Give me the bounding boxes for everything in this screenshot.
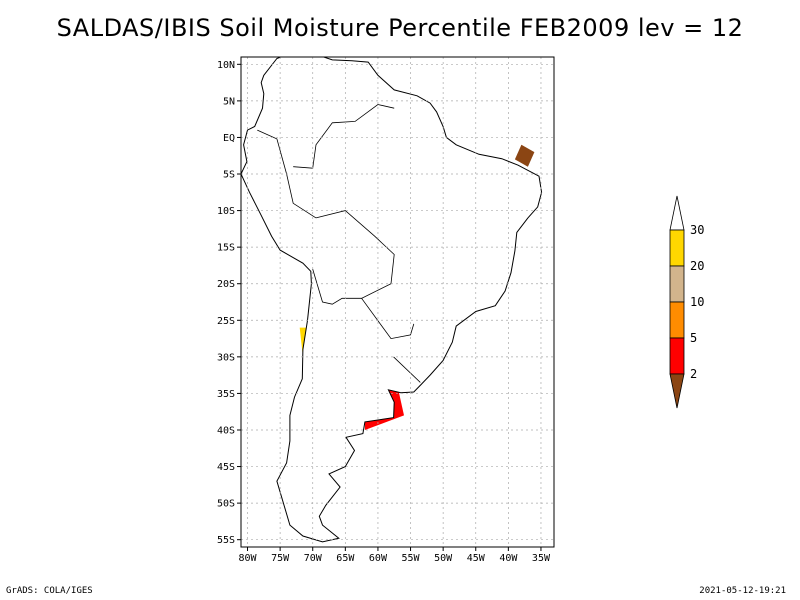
- percentile-region: [514, 144, 535, 167]
- lon-tick-label: 40W: [499, 553, 518, 564]
- lon-tick-label: 80W: [238, 553, 257, 564]
- lon-tick-label: 70W: [304, 553, 323, 564]
- country-border: [361, 298, 415, 340]
- map-frame: [240, 56, 555, 548]
- country-border: [312, 210, 395, 305]
- lat-tick-label: 45S: [217, 462, 235, 473]
- lon-tick-label: 65W: [336, 553, 355, 564]
- lat-tick-label: EQ: [223, 133, 235, 144]
- lat-tick-label: 15S: [217, 243, 235, 254]
- lat-axis: 10N 5N EQ 5S 10S 15S 20S 25S 30S 35S 40S 45S 50S 55S: [217, 60, 241, 546]
- lat-tick-label: 25S: [217, 316, 235, 327]
- footer-credit: GrADS: COLA/IGES: [6, 586, 93, 596]
- lat-tick-label: 35S: [217, 389, 235, 400]
- lat-tick-label: 30S: [217, 352, 235, 363]
- south-america-outline: [241, 57, 543, 543]
- lon-tick-label: 60W: [369, 553, 388, 564]
- colorbar-bottom-arrow: [669, 373, 685, 409]
- colorbar-label: 10: [690, 295, 704, 309]
- lon-tick-label: 50W: [434, 553, 453, 564]
- lon-tick-label: 55W: [402, 553, 421, 564]
- graticule: [241, 57, 554, 547]
- colorbar-swatch: [669, 229, 685, 267]
- colorbar-label: 5: [690, 331, 697, 345]
- lat-tick-label: 10N: [217, 60, 235, 71]
- lat-tick-label: 10S: [217, 206, 235, 217]
- lon-axis: 80W 75W 70W 65W 60W 55W 50W 45W 40W 35W: [238, 547, 551, 564]
- lon-tick-label: 35W: [532, 553, 551, 564]
- colorbar-legend: 30 20 10 5 2: [669, 195, 704, 409]
- colorbar-label: 20: [690, 259, 704, 273]
- lat-tick-label: 40S: [217, 425, 235, 436]
- map-title: SALDAS/IBIS Soil Moisture Percentile FEB…: [56, 14, 744, 42]
- coastline: [241, 57, 543, 543]
- lat-tick-label: 55S: [217, 535, 235, 546]
- footer-timestamp: 2021-05-12-19:21: [699, 586, 786, 596]
- lat-tick-label: 5S: [223, 170, 235, 181]
- colorbar-swatch: [669, 301, 685, 339]
- lon-tick-label: 45W: [467, 553, 486, 564]
- lat-tick-label: 50S: [217, 499, 235, 510]
- lat-tick-label: 20S: [217, 279, 235, 290]
- colorbar-top-arrow: [669, 195, 685, 231]
- colorbar-swatch: [669, 337, 685, 375]
- colorbar-swatch: [669, 265, 685, 303]
- colorbar-label: 30: [690, 223, 704, 237]
- lon-tick-label: 75W: [271, 553, 290, 564]
- colorbar-label: 2: [690, 367, 697, 381]
- lat-tick-label: 5N: [223, 96, 235, 107]
- country-border: [393, 356, 421, 383]
